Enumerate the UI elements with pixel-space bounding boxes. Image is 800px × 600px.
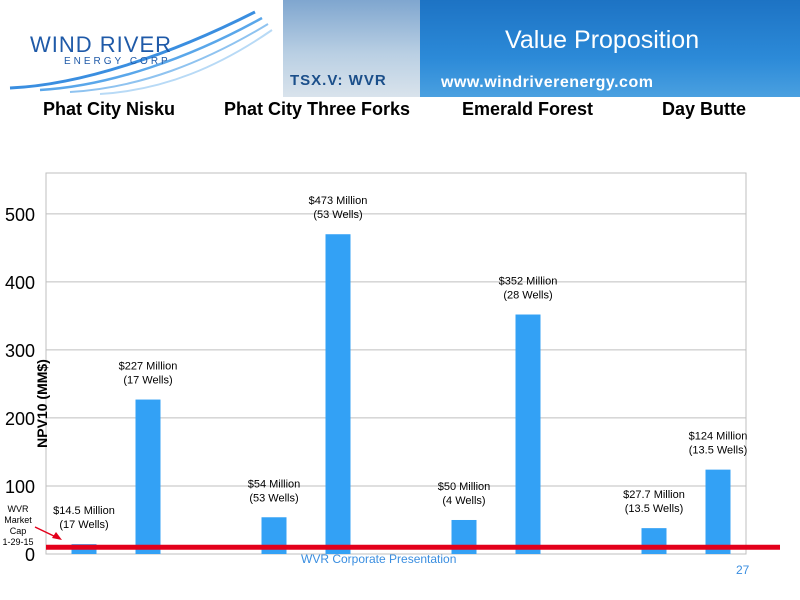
company-logo: WIND RIVER ENERGY CORP <box>0 0 283 97</box>
wind-swoosh-icon <box>9 10 273 95</box>
data-label: (53 Wells) <box>249 492 298 504</box>
market-cap-label: WVR <box>8 504 29 514</box>
bar <box>705 469 731 554</box>
y-tick-label: 100 <box>5 477 35 497</box>
plot-frame <box>45 172 747 555</box>
y-tick-label: 200 <box>5 409 35 429</box>
market-cap-label: Market <box>4 515 32 525</box>
market-cap-arrowhead <box>52 532 62 540</box>
data-label: $54 Million <box>248 478 301 490</box>
y-tick-label: 0 <box>25 545 35 565</box>
bar <box>515 314 541 554</box>
ticker-symbol: TSX.V: WVR <box>290 72 387 89</box>
y-axis-label: NPV10 (MM$) <box>34 359 50 448</box>
website-url: www.windriverenergy.com <box>441 74 654 91</box>
bar <box>325 234 351 554</box>
sky-photo <box>283 0 420 97</box>
y-tick-label: 400 <box>5 273 35 293</box>
footer-text: WVR Corporate Presentation <box>301 552 457 566</box>
bar <box>641 528 667 554</box>
property-label-phat-city-three-forks: Phat City Three Forks <box>224 99 411 119</box>
data-label: (28 Wells) <box>503 290 552 302</box>
data-label: $124 Million <box>689 431 748 443</box>
data-label: (4 Wells) <box>442 495 485 507</box>
y-tick-label: 300 <box>5 341 35 361</box>
data-label: $50 Million <box>438 481 491 493</box>
data-label: $14.5 Million <box>53 505 115 517</box>
data-label: (17 Wells) <box>123 375 172 387</box>
data-label: $27.7 Million <box>623 489 685 501</box>
property-label-phat-city-nisku: Phat City Nisku <box>43 99 176 119</box>
header-banner: WIND RIVER ENERGY CORP TSX.V: WVR Value … <box>0 0 800 97</box>
header-blue-panel <box>420 0 800 97</box>
slide-title: Value Proposition <box>505 26 700 54</box>
data-label: $473 Million <box>309 195 368 207</box>
property-label-day-butte: Day Butte <box>662 99 747 119</box>
data-label: (53 Wells) <box>313 209 362 221</box>
data-label: $352 Million <box>499 276 558 288</box>
data-label: $227 Million <box>119 361 178 373</box>
y-tick-label: 500 <box>5 205 35 225</box>
data-label: (13.5 Wells) <box>689 445 747 457</box>
page-number: 27 <box>736 563 750 577</box>
data-label: (17 Wells) <box>59 519 108 531</box>
bar <box>135 399 161 554</box>
market-cap-label: 1-29-15 <box>2 537 33 547</box>
company-subname: ENERGY CORP <box>64 56 171 67</box>
property-label-emerald-forest: Emerald Forest <box>462 99 594 119</box>
market-cap-label: Cap <box>10 526 27 536</box>
data-label: (13.5 Wells) <box>625 503 683 515</box>
company-name: WIND RIVER <box>30 32 172 57</box>
